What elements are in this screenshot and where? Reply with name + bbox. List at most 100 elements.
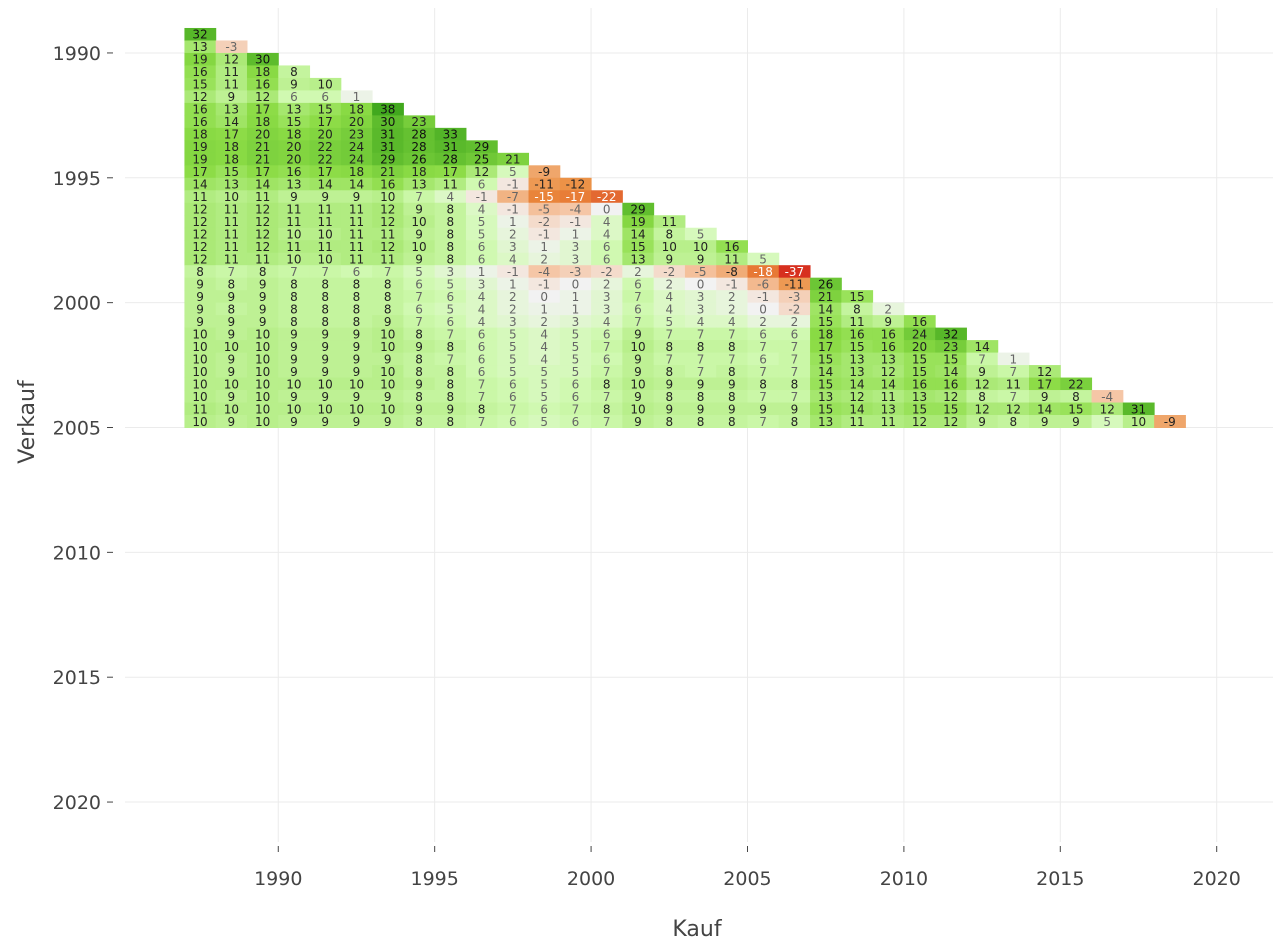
cell-value-label: 14 (224, 115, 239, 129)
heatmap-cell (465, 302, 498, 316)
heatmap-cell (434, 190, 467, 204)
heatmap-cell (559, 415, 592, 428)
heatmap-cell (465, 402, 498, 416)
cell-value-label: -1 (538, 227, 550, 241)
heatmap-cell (340, 215, 373, 229)
cell-value-label: 8 (978, 390, 986, 404)
heatmap-cell (810, 327, 842, 341)
heatmap-cell (403, 327, 436, 341)
heatmap-cell (778, 315, 811, 329)
cell-value-label: 9 (196, 290, 204, 304)
cell-value-label: 9 (415, 203, 423, 217)
heatmap-cell (465, 377, 498, 391)
heatmap-cell (653, 315, 686, 329)
cell-value-label: 7 (759, 390, 767, 404)
cell-value-label: 7 (791, 365, 799, 379)
heatmap-cell (246, 227, 279, 241)
cell-value-label: 9 (384, 415, 392, 429)
cell-value-label: 8 (384, 302, 392, 316)
heatmap-cell (559, 177, 592, 191)
cell-value-label: 13 (912, 390, 927, 404)
cell-value-label: 10 (411, 240, 426, 254)
cell-value-label: 32 (943, 327, 958, 341)
cell-value-label: 9 (290, 352, 298, 366)
heatmap-cell (434, 127, 467, 141)
heatmap-cell (684, 402, 717, 416)
heatmap-cell (434, 340, 467, 354)
cell-value-label: 6 (634, 277, 642, 291)
cell-value-label: 6 (509, 390, 517, 404)
heatmap-cell (684, 227, 717, 241)
cell-value-label: 5 (446, 277, 454, 291)
heatmap-cell (403, 127, 436, 141)
cell-value-label: 9 (446, 402, 454, 416)
heatmap-cell (465, 415, 498, 428)
heatmap-cell (372, 215, 404, 229)
cell-value-label: -4 (538, 265, 550, 279)
heatmap-cell (966, 415, 999, 428)
heatmap-cell (215, 115, 248, 129)
cell-value-label: 0 (603, 203, 611, 217)
cell-value-label: 2 (540, 315, 548, 329)
heatmap-cell (966, 377, 999, 391)
heatmap-cell (872, 415, 905, 428)
heatmap-cell (246, 265, 279, 279)
heatmap-cell (653, 215, 686, 229)
cell-value-label: 5 (665, 315, 673, 329)
cell-value-label: 0 (540, 290, 548, 304)
cell-value-label: 16 (192, 115, 207, 129)
heatmap-cell (1122, 402, 1155, 416)
cell-value-label: 8 (791, 377, 799, 391)
cell-value-label: 10 (380, 377, 395, 391)
heatmap-cell (340, 315, 373, 329)
cell-value-label: 8 (353, 302, 361, 316)
heatmap-cell (591, 202, 623, 216)
y-tick-label: 2010 (53, 542, 101, 564)
cell-value-label: 9 (290, 327, 298, 341)
heatmap-cell (340, 177, 373, 191)
x-tick-label: 2020 (1193, 868, 1241, 890)
heatmap-cell (591, 352, 623, 366)
heatmap-cell (278, 202, 311, 216)
heatmap-cell (215, 65, 248, 79)
heatmap-cell (184, 302, 217, 316)
heatmap-cell (246, 302, 279, 316)
y-tick-label: 1995 (53, 168, 101, 190)
heatmap-cell (684, 315, 717, 329)
heatmap-cell (747, 390, 780, 404)
heatmap-cell (872, 340, 905, 354)
cell-value-label: 10 (693, 240, 708, 254)
cell-value-label: -2 (601, 265, 613, 279)
cell-value-label: 16 (881, 327, 896, 341)
heatmap-cell (184, 140, 217, 154)
heatmap-cell (465, 252, 498, 266)
heatmap-cell (716, 402, 748, 416)
cell-value-label: 30 (380, 115, 395, 129)
heatmap-cell (403, 265, 436, 279)
cell-value-label: 6 (759, 327, 767, 341)
x-tick-label: 2015 (1036, 868, 1084, 890)
cell-value-label: 5 (509, 340, 517, 354)
heatmap-cell (622, 302, 655, 316)
cell-value-label: 10 (224, 190, 239, 204)
heatmap-cell (622, 215, 655, 229)
heatmap-cell (622, 277, 655, 291)
cell-value-label: 12 (255, 203, 270, 217)
heatmap-cell (372, 327, 404, 341)
cell-value-label: 13 (224, 178, 239, 192)
cell-value-label: -11 (785, 277, 805, 291)
y-axis-ticks: 1990 1995 2000 2005 2010 2015 2020 (53, 43, 113, 814)
cell-value-label: 12 (1037, 365, 1052, 379)
cell-value-label: 6 (509, 377, 517, 391)
cell-value-label: 17 (224, 128, 239, 142)
heatmap-cell (278, 127, 311, 141)
heatmap-cell (309, 377, 342, 391)
cell-value-label: 7 (228, 265, 236, 279)
cell-value-label: 7 (759, 340, 767, 354)
cell-value-label: 19 (630, 215, 645, 229)
heatmap-cell (184, 215, 217, 229)
heatmap-cell (372, 365, 404, 379)
cell-value-label: 8 (290, 315, 298, 329)
cell-value-label: 9 (290, 415, 298, 429)
heatmap-cell (309, 390, 342, 404)
